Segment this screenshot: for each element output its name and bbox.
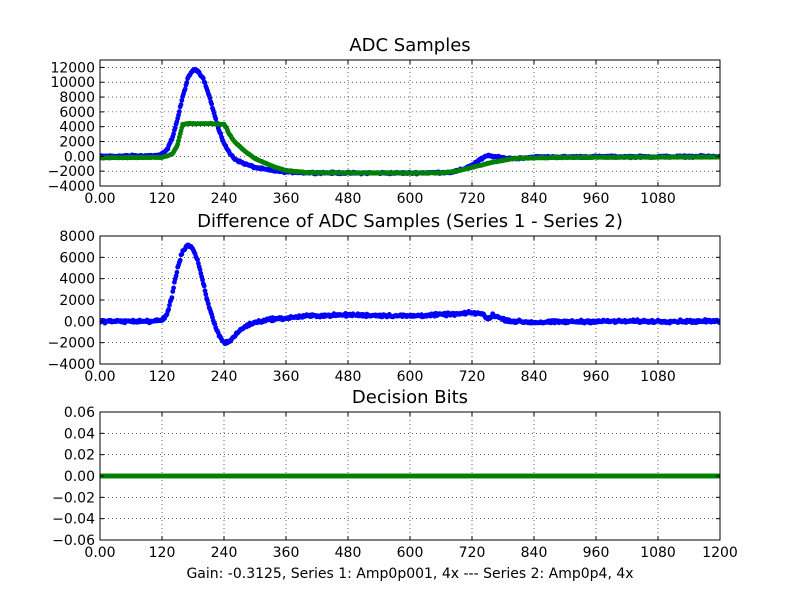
y-tick-label: 4000 [59,120,95,136]
x-tick-label: 1200 [702,545,738,561]
x-tick-label: 120 [149,191,176,207]
y-tick-label: −0.06 [52,533,95,549]
data-point [169,295,175,300]
data-point [166,307,172,312]
data-point [179,97,185,103]
x-tick-label: 840 [521,369,548,385]
data-point [176,138,181,144]
data-point [177,257,183,263]
data-point [171,131,176,137]
y-tick-label: −4000 [48,179,95,195]
data-point [201,283,207,289]
x-tick-label: 120 [149,545,176,561]
x-tick-label: 360 [273,369,300,385]
data-point [184,80,190,85]
x-tick-label: 360 [273,191,300,207]
data-point [182,86,188,92]
x-tick-label: 240 [211,369,238,385]
data-point [200,75,206,81]
y-tick-label: 0.00 [64,314,95,330]
series-1 [100,242,720,347]
x-tick-label: 1080 [640,369,676,385]
data-point [202,288,208,294]
y-tick-label: 4000 [59,272,95,288]
data-point [209,101,215,107]
y-tick-label: −2000 [48,164,95,180]
chart-panel-3: 0.00 120 240 360 480 600 720 840 960 1080 1200 −0.0… [52,387,738,561]
x-tick-label: 720 [459,191,486,207]
y-tick-label: 0.02 [64,448,95,464]
x-tick-label: 960 [583,369,610,385]
data-point [195,257,200,263]
y-tick-label: 12000 [50,60,95,76]
data-point [171,285,176,291]
y-tick-label: 10000 [50,75,95,91]
x-tick-label: 600 [397,545,424,561]
x-tick-label: 360 [273,545,300,561]
x-tick-label: 720 [459,545,486,561]
x-tick-label: 480 [335,545,362,561]
data-layer [100,242,720,347]
data-point [174,269,180,275]
x-tick-label: 840 [521,545,548,561]
y-tick-label: 8000 [59,90,95,106]
data-point [170,289,176,294]
data-point [207,95,213,101]
x-tick-label: 120 [149,369,176,385]
data-point [173,273,179,279]
y-tick-label: 2000 [59,293,95,309]
series-2 [100,121,720,176]
data-point [167,302,172,308]
data-point [213,116,219,122]
x-tick-label: 600 [397,369,424,385]
x-tick-label: 0.00 [84,369,115,385]
x-tick-label: 960 [583,191,610,207]
y-tick-label: −0.02 [52,490,95,506]
data-point [178,102,184,107]
x-tick-label: 1080 [640,545,676,561]
y-tick-label: 0.00 [64,149,95,165]
y-tick-label: 6000 [59,250,95,266]
chart-panel-1: 0.00 120 240 360 480 600 720 840 960 1080 −4000−20… [48,35,721,207]
data-layer [100,473,720,479]
x-tick-label: 600 [397,191,424,207]
y-tick-label: 8000 [59,229,95,245]
chart-panel-2: 0.00 120 240 360 480 600 720 840 960 1080 −4000 −20… [48,211,721,385]
data-point [716,320,720,325]
x-tick-label: 480 [335,191,362,207]
x-tick-label: 240 [211,191,238,207]
x-tick-label: 1080 [640,191,676,207]
series-1 [100,473,720,479]
y-tick-label: 2000 [59,135,95,151]
y-tick-label: 0.04 [64,426,95,442]
y-tick-label: 6000 [59,105,95,121]
y-tick-label: −2000 [48,336,95,352]
x-tick-label: 0.00 [84,545,115,561]
x-tick-label: 720 [459,369,486,385]
x-tick-label: 840 [521,191,548,207]
x-tick-label: 240 [211,545,238,561]
y-tick-label: 0.06 [64,405,95,421]
data-point [200,277,205,283]
data-point [205,301,211,307]
data-point [203,291,209,297]
x-tick-label: 480 [335,369,362,385]
y-tick-label: −4000 [48,357,95,373]
data-point [176,109,182,114]
data-point [716,154,720,160]
chart-title: Decision Bits [352,387,468,408]
data-point [197,267,203,272]
chart-title: ADC Samples [349,35,470,56]
footer-label: Gain: -0.3125, Series 1: Amp0p001, 4x --… [186,566,633,582]
y-tick-label: 0.00 [64,469,95,485]
chart-title: Difference of ADC Samples (Series 1 - Se… [197,211,623,232]
x-tick-label: 0.00 [84,191,115,207]
data-layer [100,66,720,177]
x-tick-label: 960 [583,545,610,561]
y-tick-label: −0.04 [52,512,95,528]
